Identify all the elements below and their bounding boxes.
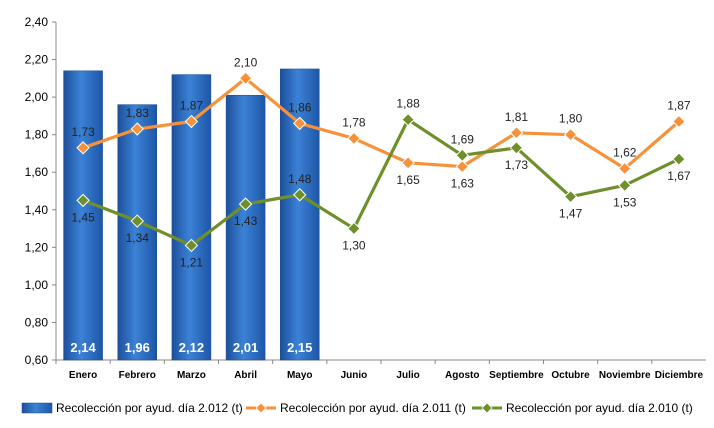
point-value-label: 1,73 bbox=[505, 158, 529, 172]
x-tick-label: Noviembre bbox=[599, 370, 651, 381]
series-line bbox=[82, 76, 680, 171]
point-value-label: 1,83 bbox=[126, 106, 150, 120]
bars bbox=[63, 68, 320, 361]
legend-label: Recolección por ayud. día 2.012 (t) bbox=[56, 401, 243, 415]
point-value-label: 1,65 bbox=[396, 173, 420, 187]
x-tick-label: Diciembre bbox=[655, 370, 704, 381]
series-marker bbox=[130, 122, 144, 136]
series-marker bbox=[672, 114, 686, 129]
legend-swatch-bar bbox=[21, 402, 53, 414]
series-marker bbox=[293, 116, 307, 131]
point-value-label: 1,81 bbox=[505, 110, 529, 124]
point-value-label: 1,30 bbox=[342, 239, 366, 253]
series-marker bbox=[347, 131, 361, 146]
point-value-label: 2,10 bbox=[234, 55, 258, 69]
series-marker bbox=[184, 114, 199, 129]
series-marker bbox=[238, 71, 253, 86]
bar-value-label: 2,14 bbox=[70, 340, 96, 355]
point-value-label: 1,63 bbox=[451, 177, 475, 191]
bar bbox=[225, 94, 266, 361]
y-tick-label: 0,80 bbox=[25, 315, 49, 329]
point-value-label: 1,47 bbox=[559, 207, 583, 221]
point-value-label: 1,69 bbox=[451, 132, 475, 146]
point-value-label: 1,21 bbox=[180, 255, 204, 269]
series-marker bbox=[401, 156, 415, 170]
series-marker bbox=[184, 238, 199, 253]
point-value-label: 1,48 bbox=[288, 172, 312, 186]
x-tick-label: Marzo bbox=[177, 370, 206, 381]
y-tick-label: 2,40 bbox=[25, 15, 49, 29]
y-tick-label: 1,00 bbox=[25, 278, 49, 292]
y-tick-label: 2,00 bbox=[25, 90, 49, 104]
bar-value-label: 2,01 bbox=[233, 340, 258, 355]
point-value-label: 1,87 bbox=[667, 99, 691, 113]
point-value-label: 1,87 bbox=[180, 99, 204, 113]
x-tick-label: Abril bbox=[234, 370, 257, 381]
x-tick-label: Mayo bbox=[287, 370, 313, 381]
point-value-label: 1,73 bbox=[71, 125, 95, 139]
bar-value-label: 2,15 bbox=[287, 340, 312, 355]
series-marker bbox=[455, 148, 469, 163]
y-tick-label: 2,20 bbox=[25, 53, 49, 67]
legend-swatch-marker bbox=[481, 402, 493, 414]
y-tick-label: 1,60 bbox=[25, 165, 49, 179]
legend-label: Recolección por ayud. día 2.011 (t) bbox=[280, 401, 466, 415]
x-tick-label: Julio bbox=[396, 370, 419, 381]
legend-swatch-marker bbox=[255, 402, 267, 414]
series-marker bbox=[509, 126, 524, 140]
series-marker bbox=[76, 141, 90, 155]
series-line bbox=[82, 118, 680, 248]
point-value-label: 1,80 bbox=[559, 112, 583, 126]
series-marker bbox=[293, 188, 307, 202]
series-marker bbox=[618, 178, 632, 193]
point-value-label: 1,86 bbox=[288, 100, 312, 114]
bar bbox=[117, 104, 157, 361]
legend-label: Recolección por ayud. día 2.010 (t) bbox=[506, 401, 693, 415]
point-value-label: 1,62 bbox=[613, 145, 637, 159]
legend: Recolección por ayud. día 2.012 (t) Recol… bbox=[21, 401, 693, 415]
series-marker bbox=[238, 197, 253, 211]
data-labels: 2,14 1,96 2,12 2,01 2,15 1,73 1,83 1,87 2,10 1,86… bbox=[70, 55, 690, 355]
x-tick-label: Enero bbox=[69, 370, 97, 381]
y-tick-label: 0,60 bbox=[25, 353, 49, 367]
x-tick-label: Junio bbox=[341, 370, 368, 381]
lines bbox=[76, 71, 686, 253]
bar-value-label: 2,12 bbox=[179, 340, 204, 355]
series-marker bbox=[509, 141, 524, 155]
series-marker bbox=[455, 159, 469, 174]
y-tick-label: 1,80 bbox=[25, 128, 49, 142]
y-tick-label: 1,20 bbox=[25, 240, 49, 254]
axes: 0,60 0,80 1,00 1,20 1,40 1,60 1,80 2,00 2,20 2,40… bbox=[25, 15, 706, 381]
point-value-label: 1,45 bbox=[71, 210, 95, 224]
point-value-label: 1,78 bbox=[342, 115, 366, 129]
x-tick-label: Agosto bbox=[445, 370, 479, 381]
series-marker bbox=[347, 221, 361, 236]
series-marker bbox=[563, 127, 578, 142]
y-tick-label: 1,40 bbox=[25, 203, 49, 217]
point-value-label: 1,67 bbox=[667, 169, 691, 183]
series-marker bbox=[130, 214, 144, 228]
x-tick-label: Febrero bbox=[119, 370, 156, 381]
series-marker bbox=[618, 161, 632, 176]
series-marker bbox=[76, 193, 90, 208]
bar bbox=[63, 70, 103, 361]
point-value-label: 1,88 bbox=[396, 97, 420, 111]
point-value-label: 1,53 bbox=[613, 195, 637, 209]
x-tick-label: Octubre bbox=[551, 370, 590, 381]
series-marker bbox=[563, 189, 578, 204]
series-marker bbox=[401, 112, 415, 127]
series-marker bbox=[672, 152, 686, 166]
x-tick-label: Septiembre bbox=[489, 370, 544, 381]
bar-value-label: 1,96 bbox=[125, 340, 150, 355]
point-value-label: 1,34 bbox=[126, 231, 150, 245]
point-value-label: 1,43 bbox=[234, 214, 258, 228]
